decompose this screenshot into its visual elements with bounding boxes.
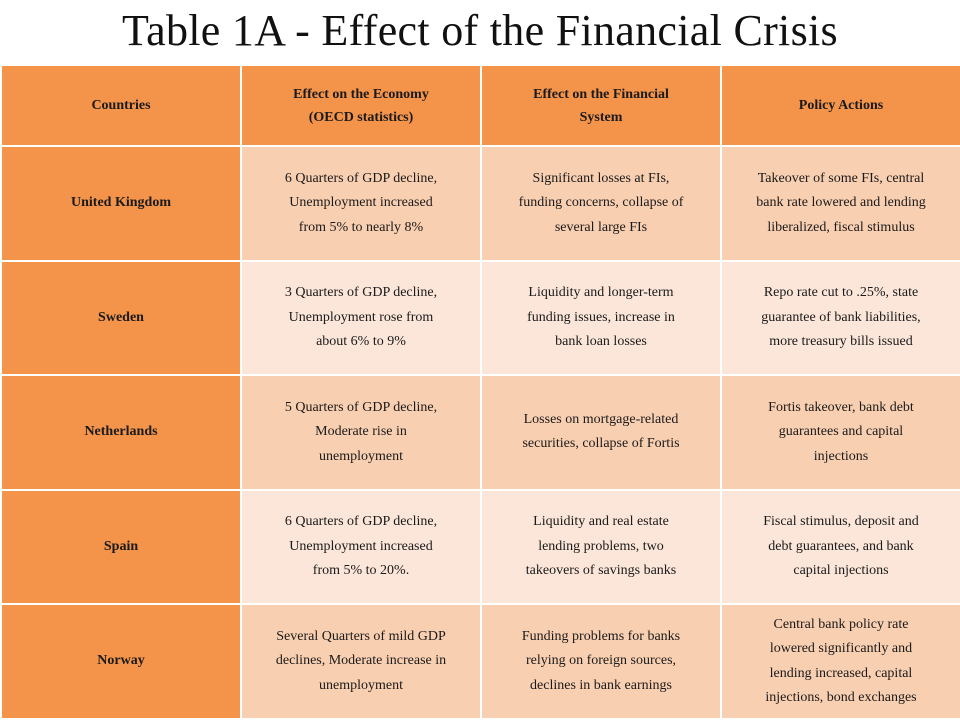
economy-line: 3 Quarters of GDP decline,: [284, 285, 438, 301]
economy-cell: 6 Quarters of GDP decline, Unemployment …: [240, 145, 482, 262]
header-economy: Effect on the Economy (OECD statistics): [240, 64, 482, 147]
policy-line: lending increased, capital: [769, 665, 913, 681]
policy-cell: Central bank policy rate lowered signifi…: [720, 603, 960, 720]
policy-line: liberalized, fiscal stimulus: [767, 219, 915, 235]
financial-cell: Liquidity and real estate lending proble…: [480, 488, 722, 606]
header-policy: Policy Actions: [720, 64, 960, 147]
country-cell: Norway: [0, 603, 242, 720]
header-financial-line2: System: [579, 109, 623, 125]
financial-cell: Significant losses at FIs, funding conce…: [480, 145, 722, 262]
financial-line: lending problems, two: [538, 538, 664, 554]
crisis-table: Countries Effect on the Economy (OECD st…: [0, 64, 960, 720]
economy-cell: 6 Quarters of GDP decline, Unemployment …: [240, 488, 482, 606]
economy-cell: 3 Quarters of GDP decline, Unemployment …: [240, 259, 482, 377]
table-row: Spain 6 Quarters of GDP decline, Unemplo…: [0, 488, 960, 606]
policy-line: injections: [813, 448, 869, 464]
economy-line: from 5% to 20%.: [312, 563, 410, 579]
economy-line: Several Quarters of mild GDP: [276, 628, 446, 644]
header-economy-line1: Effect on the Economy: [293, 86, 429, 102]
policy-line: Takeover of some FIs, central: [757, 170, 925, 186]
economy-line: unemployment: [319, 677, 403, 693]
financial-line: several large FIs: [554, 219, 648, 235]
table-header-row: Countries Effect on the Economy (OECD st…: [0, 64, 960, 147]
financial-line: declines in bank earnings: [530, 677, 672, 693]
economy-line: Moderate rise in: [315, 424, 407, 440]
financial-cell: Losses on mortgage-related securities, c…: [480, 374, 722, 491]
header-financial: Effect on the Financial System: [480, 64, 722, 147]
financial-line: funding issues, increase in: [527, 309, 675, 325]
financial-line: Significant losses at FIs,: [532, 170, 670, 186]
country-cell: Sweden: [0, 259, 242, 377]
table-row: Sweden 3 Quarters of GDP decline, Unempl…: [0, 259, 960, 377]
table-row: Netherlands 5 Quarters of GDP decline, M…: [0, 374, 960, 491]
economy-line: 6 Quarters of GDP decline,: [284, 170, 438, 186]
country-cell: Netherlands: [0, 374, 242, 491]
policy-line: guarantee of bank liabilities,: [761, 309, 921, 325]
table-row: United Kingdom 6 Quarters of GDP decline…: [0, 145, 960, 262]
policy-line: Fiscal stimulus, deposit and: [763, 514, 919, 530]
policy-line: bank rate lowered and lending: [756, 195, 926, 211]
economy-line: declines, Moderate increase in: [275, 653, 447, 669]
page-title: Table 1A - Effect of the Financial Crisi…: [122, 5, 838, 55]
policy-line: debt guarantees, and bank: [768, 538, 914, 554]
economy-line: Unemployment rose from: [288, 309, 434, 325]
header-economy-line2: (OECD statistics): [308, 109, 414, 125]
economy-line: 6 Quarters of GDP decline,: [284, 514, 438, 530]
policy-line: guarantees and capital: [778, 424, 904, 440]
financial-line: Losses on mortgage-related: [523, 411, 679, 427]
economy-cell: Several Quarters of mild GDP declines, M…: [240, 603, 482, 720]
policy-line: Repo rate cut to .25%, state: [763, 285, 919, 301]
financial-line: Liquidity and longer-term: [528, 285, 674, 301]
financial-line: relying on foreign sources,: [525, 653, 677, 669]
policy-cell: Fiscal stimulus, deposit and debt guaran…: [720, 488, 960, 606]
financial-line: takeovers of savings banks: [525, 563, 677, 579]
economy-line: about 6% to 9%: [316, 334, 406, 350]
financial-line: Funding problems for banks: [521, 628, 681, 644]
financial-line: funding concerns, collapse of: [518, 195, 684, 211]
economy-line: Unemployment increased: [289, 538, 433, 554]
financial-line: securities, collapse of Fortis: [522, 436, 680, 452]
economy-line: from 5% to nearly 8%: [298, 219, 424, 235]
economy-line: unemployment: [319, 448, 403, 464]
policy-line: more treasury bills issued: [769, 334, 913, 350]
country-cell: Spain: [0, 488, 242, 606]
header-countries: Countries: [0, 64, 242, 147]
header-countries-label: Countries: [91, 98, 151, 113]
policy-cell: Takeover of some FIs, central bank rate …: [720, 145, 960, 262]
financial-cell: Funding problems for banks relying on fo…: [480, 603, 722, 720]
financial-line: Liquidity and real estate: [533, 514, 669, 530]
policy-line: Central bank policy rate: [773, 616, 909, 632]
financial-line: bank loan losses: [555, 334, 647, 350]
policy-line: Fortis takeover, bank debt: [768, 399, 914, 415]
policy-cell: Fortis takeover, bank debt guarantees an…: [720, 374, 960, 491]
economy-line: 5 Quarters of GDP decline,: [284, 399, 438, 415]
policy-line: injections, bond exchanges: [765, 690, 917, 706]
economy-line: Unemployment increased: [289, 195, 433, 211]
header-policy-label: Policy Actions: [798, 98, 884, 113]
financial-cell: Liquidity and longer-term funding issues…: [480, 259, 722, 377]
policy-line: lowered significantly and: [769, 641, 913, 657]
policy-cell: Repo rate cut to .25%, state guarantee o…: [720, 259, 960, 377]
policy-line: capital injections: [793, 563, 889, 579]
table-row: Norway Several Quarters of mild GDP decl…: [0, 603, 960, 720]
economy-cell: 5 Quarters of GDP decline, Moderate rise…: [240, 374, 482, 491]
header-financial-line1: Effect on the Financial: [533, 86, 669, 102]
country-cell: United Kingdom: [0, 145, 242, 262]
